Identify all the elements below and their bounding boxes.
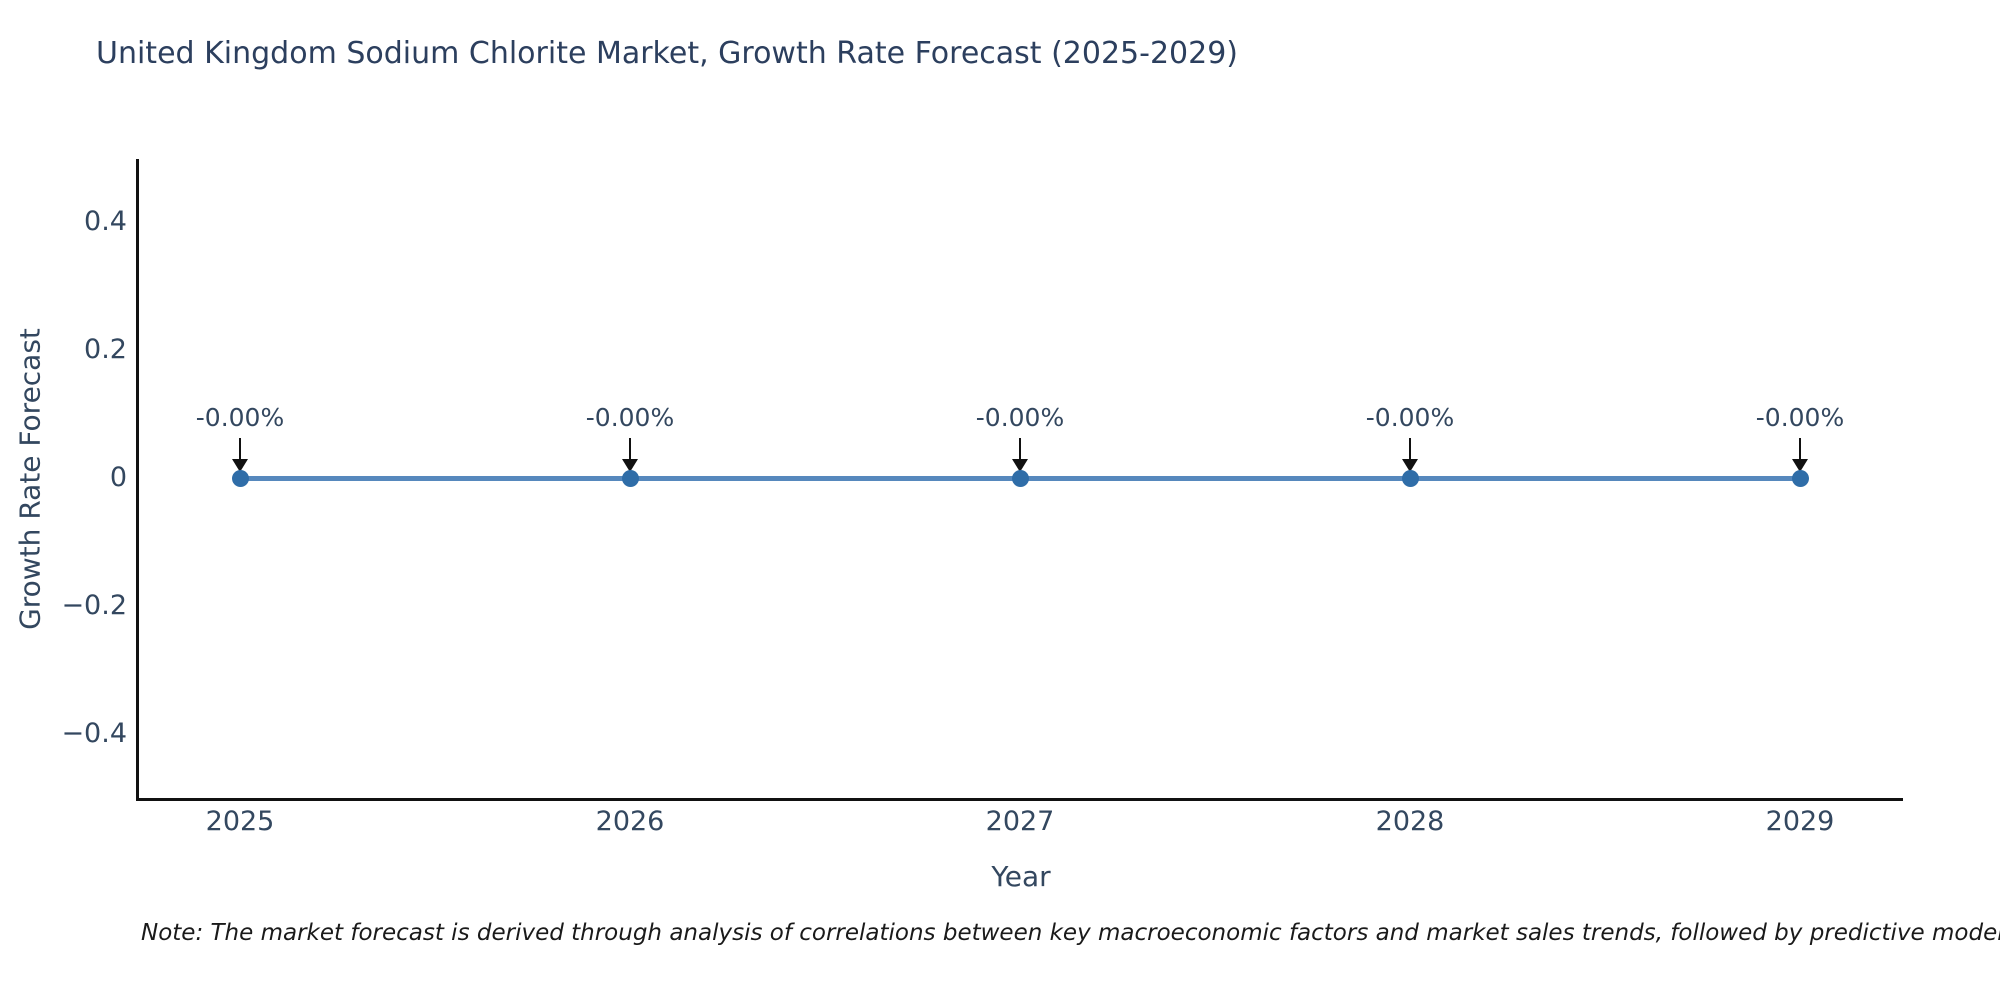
y-tick-label: 0.2 bbox=[84, 334, 127, 365]
annotation-arrow bbox=[1019, 438, 1021, 462]
data-point-marker bbox=[1791, 469, 1809, 487]
annotation-arrowhead-icon bbox=[1402, 459, 1418, 472]
y-tick-label: 0 bbox=[109, 462, 127, 493]
annotation-arrow bbox=[1409, 438, 1411, 462]
point-annotation-label: -0.00% bbox=[1755, 403, 1845, 432]
annotation-arrow bbox=[1799, 438, 1801, 462]
annotation-arrowhead-icon bbox=[1012, 459, 1028, 472]
annotation-arrowhead-icon bbox=[1792, 459, 1808, 472]
annotation-arrow bbox=[629, 438, 631, 462]
x-axis-title: Year bbox=[991, 860, 1051, 893]
y-tick-label: −0.2 bbox=[61, 590, 127, 621]
data-point-marker bbox=[1011, 469, 1029, 487]
footnote: Note: The market forecast is derived thr… bbox=[141, 920, 2000, 946]
point-annotation-label: -0.00% bbox=[1365, 403, 1455, 432]
y-tick-label: −0.4 bbox=[61, 718, 127, 749]
y-axis-line bbox=[136, 159, 139, 801]
x-tick-label: 2027 bbox=[985, 806, 1055, 837]
point-annotation-label: -0.00% bbox=[585, 403, 675, 432]
x-tick-label: 2028 bbox=[1375, 806, 1445, 837]
annotation-arrowhead-icon bbox=[232, 459, 248, 472]
data-point-marker bbox=[621, 469, 639, 487]
x-axis-line bbox=[136, 798, 1903, 801]
data-point-marker bbox=[231, 469, 249, 487]
x-tick-label: 2025 bbox=[205, 806, 275, 837]
annotation-arrow bbox=[239, 438, 241, 462]
chart-title: United Kingdom Sodium Chlorite Market, G… bbox=[96, 36, 1239, 71]
x-tick-label: 2029 bbox=[1765, 806, 1835, 837]
data-point-marker bbox=[1401, 469, 1419, 487]
point-annotation-label: -0.00% bbox=[975, 403, 1065, 432]
annotation-arrowhead-icon bbox=[622, 459, 638, 472]
point-annotation-label: -0.00% bbox=[195, 403, 285, 432]
x-tick-label: 2026 bbox=[595, 806, 665, 837]
y-tick-label: 0.4 bbox=[84, 206, 127, 237]
